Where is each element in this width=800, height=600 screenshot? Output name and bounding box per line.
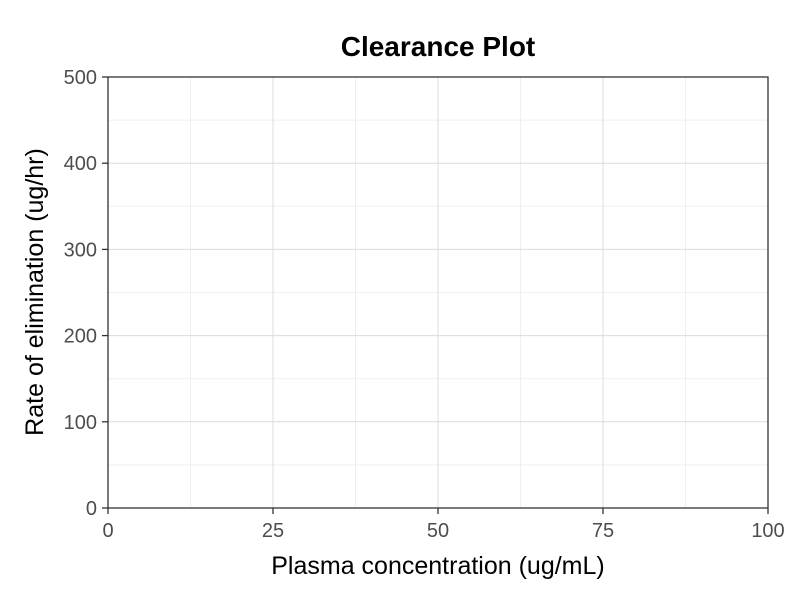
y-tick-label: 300 <box>64 239 97 261</box>
chart-title: Clearance Plot <box>341 31 536 62</box>
x-axis-ticks: 0 25 50 75 100 <box>102 508 785 542</box>
y-axis-ticks: 0 100 200 300 400 500 <box>64 67 108 520</box>
y-tick-label: 0 <box>86 498 97 520</box>
x-tick-label: 50 <box>427 520 449 542</box>
x-tick-label: 100 <box>751 520 784 542</box>
y-tick-label: 100 <box>64 412 97 434</box>
y-tick-label: 400 <box>64 153 97 175</box>
x-axis-title: Plasma concentration (ug/mL) <box>271 552 604 580</box>
x-tick-label: 0 <box>102 520 113 542</box>
x-tick-label: 25 <box>262 520 284 542</box>
y-tick-label: 200 <box>64 326 97 348</box>
y-tick-label: 500 <box>64 67 97 89</box>
x-tick-label: 75 <box>592 520 614 542</box>
y-axis-title: Rate of elimination (ug/hr) <box>21 148 49 436</box>
